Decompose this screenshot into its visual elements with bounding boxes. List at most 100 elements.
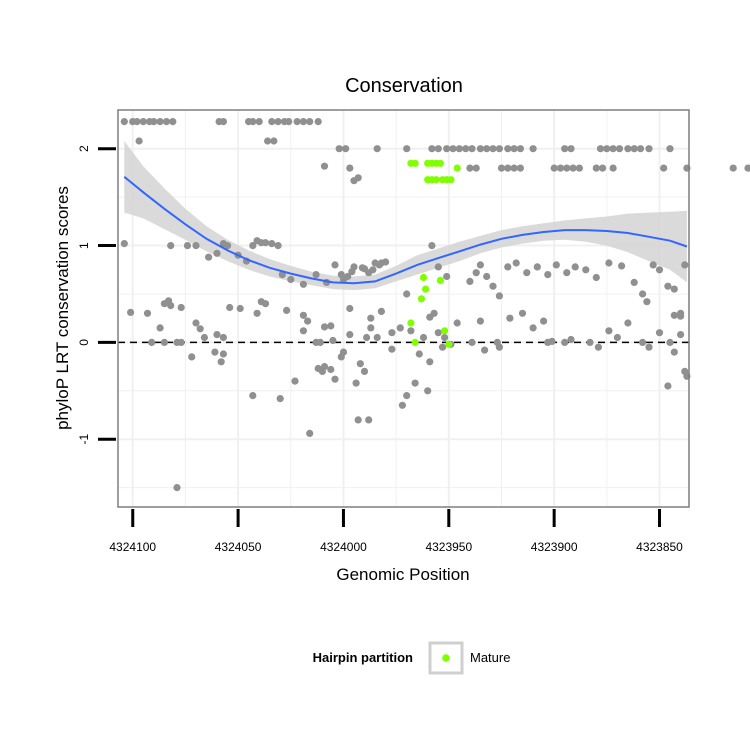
- point-other-262: [544, 338, 552, 346]
- points-other-series: [120, 118, 750, 492]
- point-other-137: [226, 303, 234, 312]
- x-axis: 4324100 4324050 4324000 4323950 4323900 43238…: [109, 509, 683, 554]
- point-other-214: [299, 311, 307, 319]
- point-other-166: [398, 401, 406, 409]
- point-other-39: [468, 145, 476, 153]
- point-other-38: [462, 145, 470, 153]
- point-other-173: [430, 309, 438, 317]
- point-other-270: [670, 285, 678, 293]
- point-other-205: [630, 278, 638, 286]
- point-other-196: [533, 263, 541, 271]
- point-other-48: [561, 145, 569, 153]
- point-other-143: [160, 338, 168, 346]
- point-other-222: [346, 331, 354, 339]
- point-other-203: [605, 259, 613, 267]
- point-mature-11: [447, 176, 455, 184]
- point-other-252: [217, 358, 225, 366]
- point-other-62: [504, 164, 512, 172]
- point-other-204: [618, 262, 626, 270]
- point-other-218: [320, 323, 329, 331]
- point-other-158: [346, 304, 354, 313]
- point-other-117: [299, 280, 307, 288]
- point-other-257: [329, 336, 337, 345]
- point-other-102: [192, 242, 200, 250]
- point-other-186: [443, 272, 451, 281]
- point-other-76: [744, 164, 750, 172]
- y-axis-title: phyloP LRT conservation scores: [53, 186, 72, 430]
- point-other-152: [299, 327, 307, 335]
- point-other-199: [563, 269, 571, 277]
- point-other-146: [177, 338, 185, 346]
- point-other-54: [630, 145, 638, 153]
- point-other-213: [681, 261, 689, 269]
- point-other-241: [567, 335, 575, 344]
- point-other-147: [188, 353, 196, 361]
- point-other-227: [396, 324, 404, 332]
- point-other-268: [677, 331, 685, 339]
- point-mature-14: [422, 285, 430, 293]
- point-other-36: [449, 145, 457, 153]
- point-other-228: [403, 392, 411, 400]
- point-other-23: [270, 137, 278, 145]
- point-other-238: [529, 324, 537, 332]
- point-other-244: [605, 327, 613, 335]
- plot-panel: [117, 109, 750, 508]
- point-other-134: [196, 325, 204, 333]
- point-other-194: [512, 259, 520, 267]
- point-other-144: [167, 302, 175, 310]
- point-other-7: [162, 118, 171, 126]
- x-tick-label-0: 4324100: [109, 540, 156, 554]
- point-other-72: [609, 164, 617, 172]
- point-other-234: [476, 317, 484, 325]
- point-other-8: [169, 118, 177, 126]
- point-other-169: [411, 379, 419, 387]
- point-other-133: [192, 319, 200, 327]
- point-other-61: [497, 164, 506, 172]
- point-other-245: [624, 319, 632, 327]
- point-other-226: [388, 329, 396, 337]
- point-other-64: [516, 164, 525, 172]
- point-other-118: [312, 271, 320, 279]
- point-other-115: [278, 271, 286, 279]
- point-other-198: [552, 261, 560, 269]
- y-tick-label-2: 1: [77, 242, 91, 249]
- point-mature-15: [417, 295, 425, 303]
- point-other-19: [299, 118, 307, 126]
- point-other-233: [468, 338, 476, 346]
- point-other-258: [365, 416, 373, 424]
- point-other-181: [365, 269, 373, 277]
- point-other-109: [249, 242, 257, 250]
- point-other-255: [291, 377, 299, 385]
- point-other-170: [415, 350, 423, 358]
- plot-border: [117, 109, 690, 508]
- point-other-132: [177, 303, 185, 312]
- point-other-260: [481, 346, 489, 354]
- point-other-217: [316, 338, 324, 346]
- point-other-74: [660, 164, 668, 172]
- point-other-50: [603, 145, 611, 153]
- point-other-106: [224, 242, 232, 250]
- point-other-142: [148, 338, 156, 346]
- point-other-160: [356, 360, 364, 368]
- point-other-242: [586, 338, 594, 346]
- point-mature-8: [432, 176, 440, 184]
- point-other-200: [571, 263, 579, 271]
- point-other-17: [285, 118, 293, 126]
- point-other-251: [173, 484, 181, 492]
- point-other-6: [156, 118, 164, 126]
- x-tick-label-1: 4324050: [215, 540, 262, 554]
- point-other-179: [350, 263, 358, 271]
- point-other-57: [666, 145, 674, 153]
- point-other-148: [200, 333, 208, 342]
- point-other-180: [358, 264, 366, 272]
- point-other-176: [331, 261, 339, 269]
- point-other-188: [472, 269, 480, 277]
- point-other-42: [489, 145, 497, 153]
- point-other-219: [327, 365, 335, 374]
- point-other-230: [441, 333, 449, 342]
- point-other-195: [523, 269, 531, 277]
- point-other-182: [371, 259, 379, 267]
- point-other-56: [645, 145, 653, 153]
- point-other-114: [274, 242, 282, 250]
